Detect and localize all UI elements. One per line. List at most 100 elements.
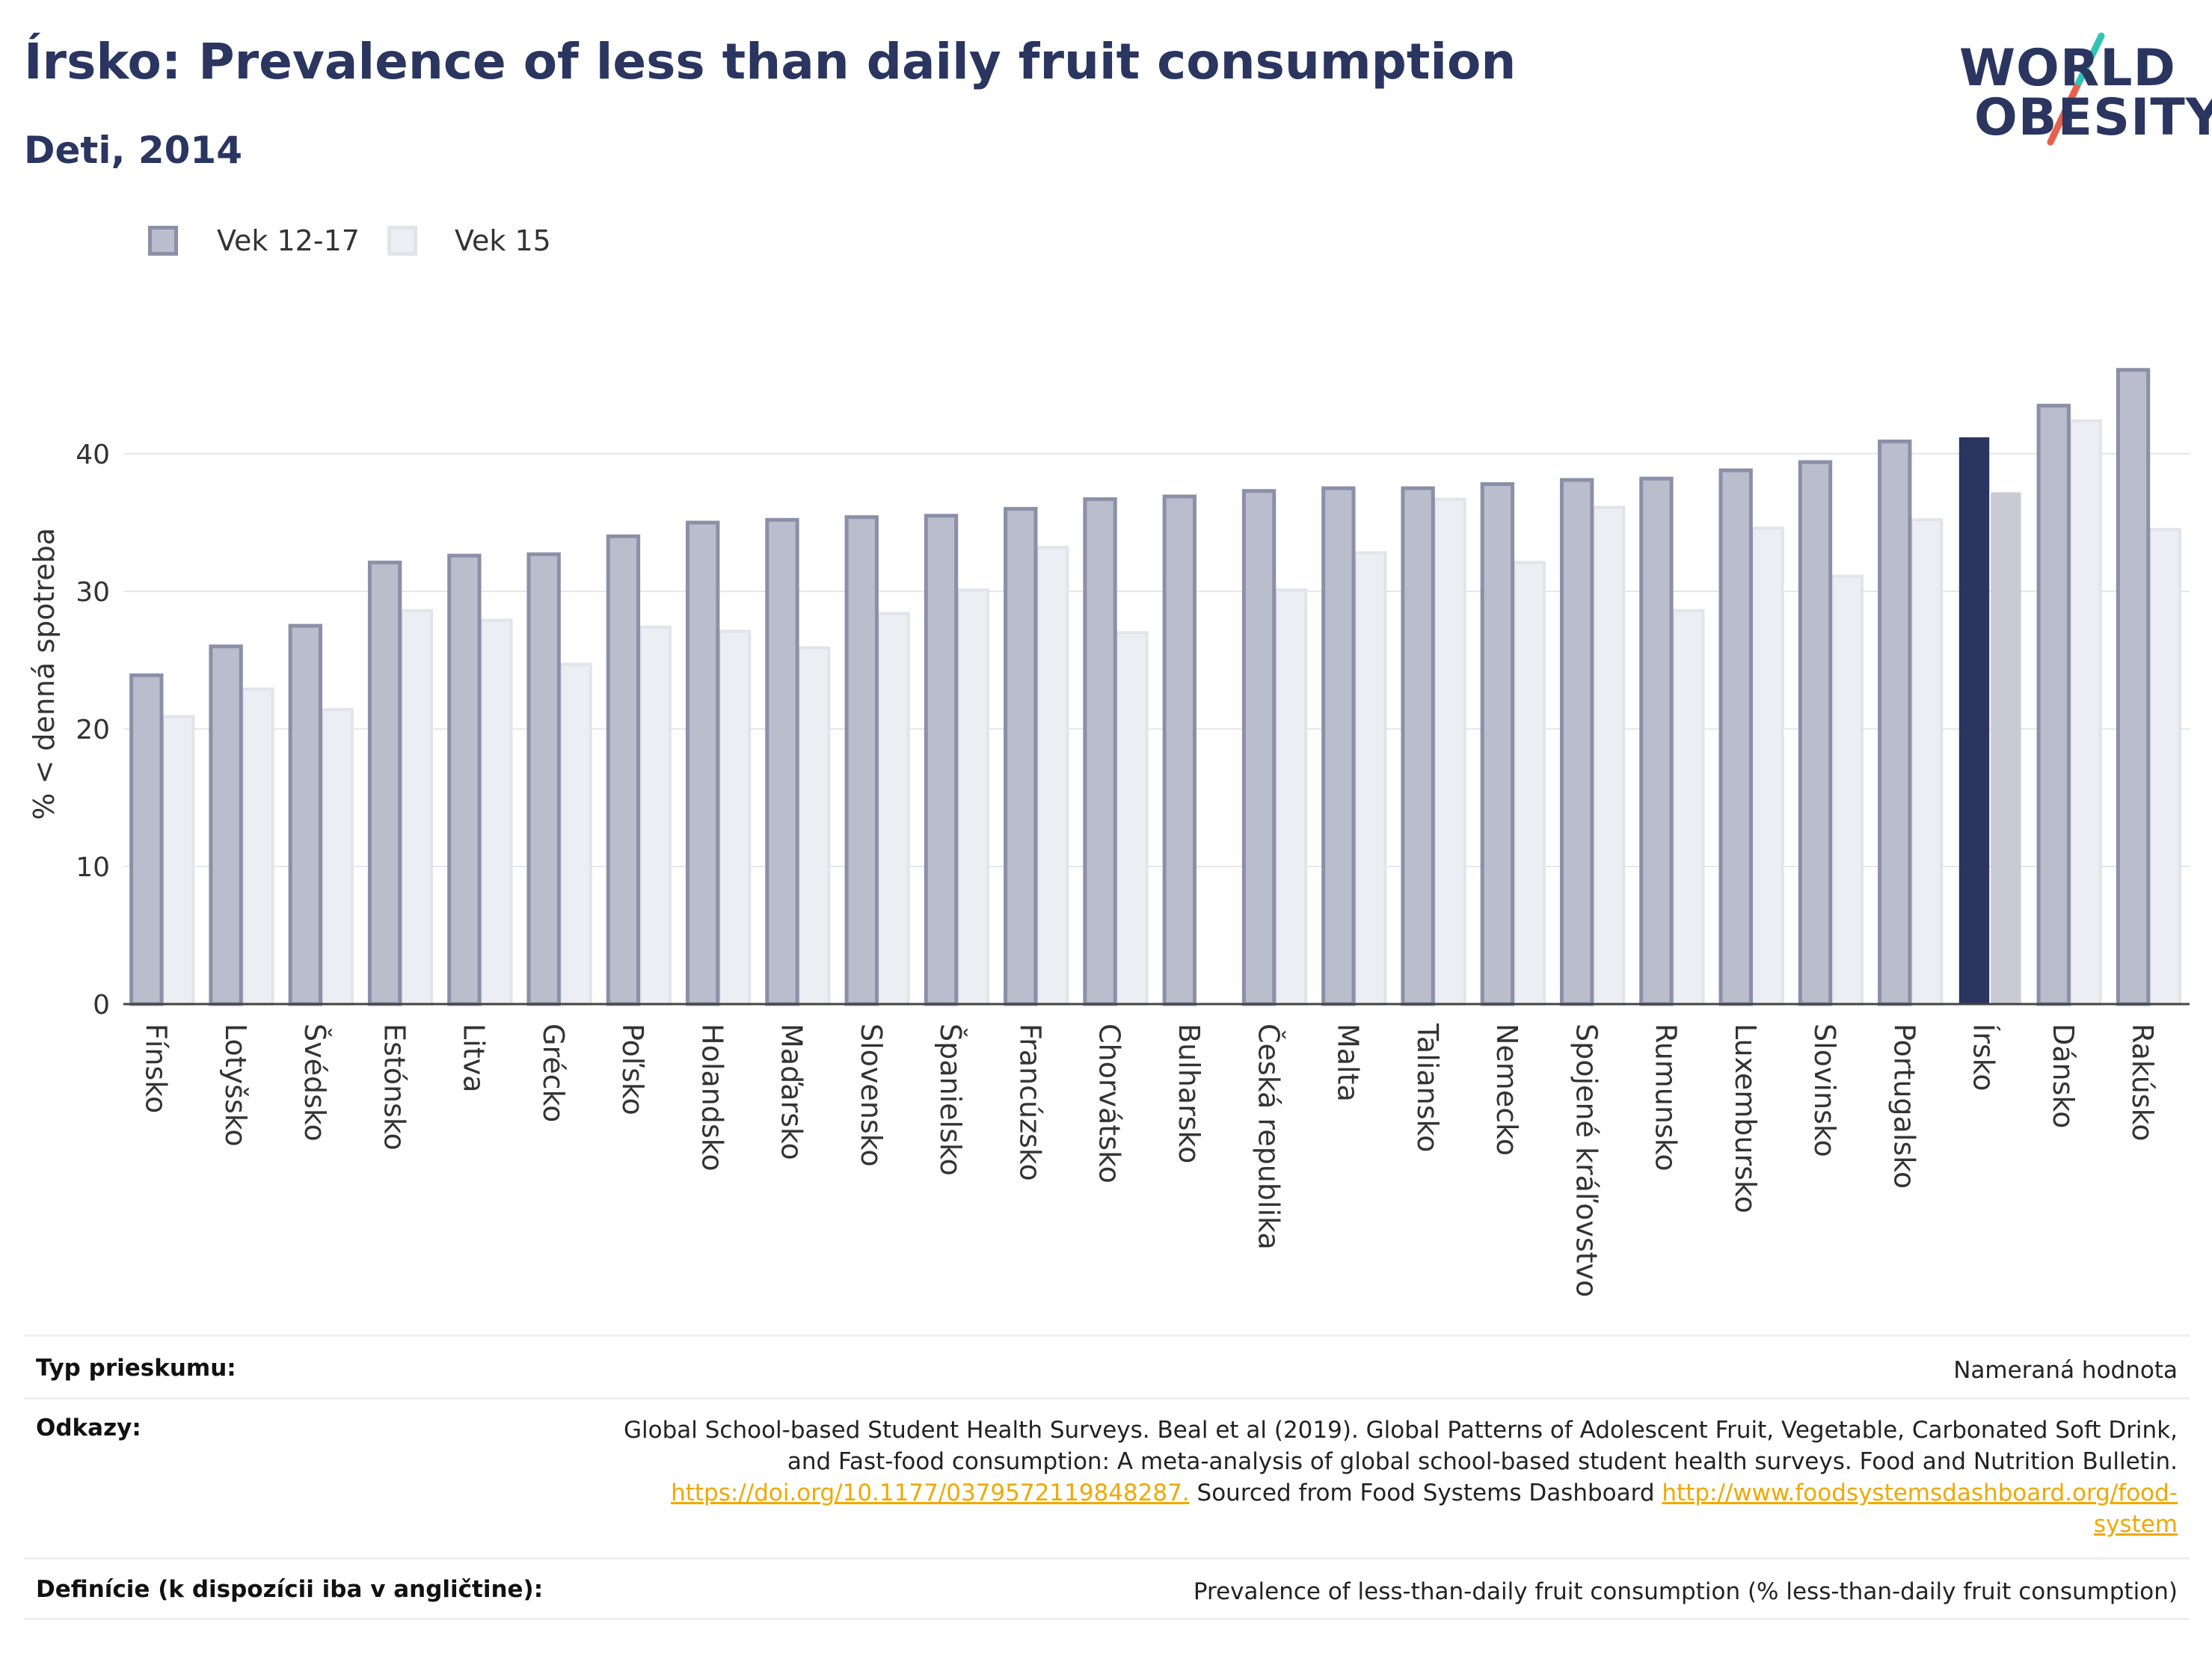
y-axis-title: % < denná spotreba — [28, 528, 61, 820]
x-tick-label: Rumunsko — [1650, 1024, 1683, 1172]
bar-vek-15 — [876, 612, 910, 1006]
x-tick-label: Írsko — [1967, 1024, 2000, 1092]
logo-slash-icon — [2047, 32, 2105, 146]
references-label: Odkazy: — [36, 1415, 141, 1441]
bar-vek-12-17 — [1718, 468, 1753, 1006]
legend-label-vek-12-17: Vek 12-17 — [217, 224, 360, 257]
bar-vek-15 — [2148, 528, 2182, 1006]
bar-vek-15 — [2068, 419, 2102, 1006]
references-dashboard-link[interactable]: http://www.foodsystemsdashboard.org/food… — [1662, 1480, 2178, 1538]
footer-row-references: Odkazy: Global School-based Student Heal… — [24, 1397, 2190, 1557]
x-tick-label: Španielsko — [934, 1024, 967, 1176]
bar-vek-12-17 — [367, 560, 402, 1006]
y-tick-label: 40 — [76, 440, 110, 470]
bar-vek-15 — [1991, 492, 2021, 1004]
bar-vek-15 — [797, 646, 831, 1006]
bar-vek-12-17 — [1083, 497, 1117, 1006]
x-tick-label: Taliansko — [1411, 1023, 1444, 1152]
bar-vek-12-17 — [1639, 476, 1674, 1006]
bar-vek-15 — [1354, 551, 1387, 1006]
bar-vek-12-17 — [606, 534, 641, 1006]
footer-row-survey-type: Typ prieskumu: Nameraná hodnota — [24, 1335, 2190, 1397]
survey-type-value: Nameraná hodnota — [1953, 1357, 2178, 1384]
bar-vek-12-17 — [209, 644, 243, 1006]
x-tick-label: Fínsko — [140, 1024, 173, 1113]
bar-vek-15 — [1512, 561, 1546, 1006]
bar-vek-12-17 — [288, 624, 323, 1006]
x-tick-label: Poľsko — [616, 1024, 649, 1115]
bar-vek-12-17 — [1162, 494, 1197, 1006]
x-tick-label: Slovensko — [855, 1024, 888, 1167]
bar-vek-12-17 — [1241, 489, 1276, 1006]
bar-vek-12-17 — [765, 517, 799, 1006]
bar-vek-12-17 — [1958, 437, 1990, 1004]
x-tick-label: Švédsko — [298, 1024, 331, 1142]
bar-vek-15 — [1751, 526, 1784, 1006]
bar-vek-15 — [399, 609, 434, 1006]
bar-vek-15 — [1909, 518, 1944, 1006]
x-tick-label: Malta — [1332, 1024, 1365, 1102]
bar-vek-15 — [1830, 574, 1864, 1006]
bar-vek-12-17 — [1401, 486, 1435, 1006]
bar-vek-12-17 — [844, 515, 879, 1006]
legend-swatch-vek-12-17 — [148, 226, 178, 256]
definitions-label: Definície (k dispozícii iba v angličtine… — [36, 1576, 544, 1603]
bar-vek-15 — [1433, 497, 1466, 1006]
legend-swatch-vek-15 — [387, 226, 417, 256]
bar-vek-12-17 — [1798, 460, 1833, 1006]
bar-vek-15 — [717, 630, 752, 1006]
y-tick-label: 20 — [76, 715, 110, 745]
y-tick-label: 0 — [93, 990, 110, 1021]
bar-vek-12-17 — [129, 673, 164, 1006]
x-tick-label: Francúzsko — [1013, 1024, 1046, 1181]
logo-text-obesity: OBESITY — [1974, 88, 2212, 147]
bar-vek-12-17 — [1004, 507, 1038, 1006]
bar-vek-12-17 — [1559, 478, 1594, 1006]
survey-type-label: Typ prieskumu: — [36, 1355, 236, 1382]
bar-vek-15 — [1591, 505, 1626, 1006]
footer-row-definitions: Definície (k dispozícii iba v angličtine… — [24, 1557, 2190, 1620]
x-tick-label: Nemecko — [1490, 1024, 1523, 1156]
bar-vek-15 — [162, 715, 195, 1006]
bar-vek-12-17 — [1480, 481, 1515, 1006]
legend-label-vek-15: Vek 15 — [455, 224, 551, 257]
definitions-value: Prevalence of less-than-daily fruit cons… — [1193, 1578, 2178, 1605]
references-text-1: Global School-based Student Health Surve… — [624, 1417, 2178, 1475]
bar-vek-12-17 — [1878, 439, 1912, 1006]
chart-subtitle: Deti, 2014 — [24, 129, 243, 172]
chart-title: Írsko: Prevalence of less than daily fru… — [24, 33, 1517, 90]
bar-vek-12-17 — [2036, 404, 2071, 1006]
bar-vek-15 — [559, 662, 592, 1006]
x-tick-label: Slovinsko — [1808, 1024, 1841, 1157]
bar-vek-15 — [1671, 609, 1705, 1006]
x-tick-label: Česká republika — [1252, 1024, 1285, 1250]
bar-vek-15 — [638, 625, 672, 1006]
y-tick-label: 10 — [76, 852, 110, 883]
y-tick-label: 30 — [76, 577, 110, 608]
bar-vek-15 — [479, 618, 513, 1006]
x-tick-label: Dánsko — [2047, 1024, 2080, 1128]
x-tick-label: Luxembursko — [1729, 1024, 1762, 1213]
x-tick-label: Lotyšsko — [219, 1024, 252, 1147]
references-text-2: Sourced from Food Systems Dashboard — [1189, 1480, 1662, 1506]
logo-text-world: WORLD — [1959, 39, 2176, 98]
references-doi-link[interactable]: https://doi.org/10.1177/0379572119848287… — [671, 1480, 1190, 1506]
bar-vek-12-17 — [526, 552, 561, 1006]
x-tick-label: Litva — [458, 1024, 491, 1092]
bar-vek-15 — [1115, 631, 1149, 1006]
references-value: Global School-based Student Health Surve… — [607, 1415, 2190, 1540]
bar-vek-12-17 — [686, 520, 720, 1006]
bar-vek-12-17 — [447, 553, 482, 1006]
x-tick-label: Holandsko — [695, 1024, 728, 1172]
bar-vek-15 — [1035, 546, 1069, 1006]
x-tick-label: Rakúsko — [2126, 1024, 2159, 1141]
x-tick-label: Maďarsko — [775, 1024, 808, 1160]
world-obesity-logo: WORLD OBESITY — [1944, 30, 2212, 157]
bar-vek-12-17 — [924, 514, 959, 1006]
x-tick-label: Estónsko — [378, 1024, 411, 1151]
bar-vek-15 — [241, 687, 274, 1006]
chart-footer: Typ prieskumu: Nameraná hodnota Odkazy: … — [24, 1335, 2190, 1620]
x-tick-label: Spojené kráľovstvo — [1570, 1024, 1603, 1297]
x-tick-label: Grécko — [537, 1024, 570, 1122]
bar-chart: 0 10 20 30 40 % < denná spotreba Fínsko Lotyšsk… — [28, 368, 2190, 1297]
